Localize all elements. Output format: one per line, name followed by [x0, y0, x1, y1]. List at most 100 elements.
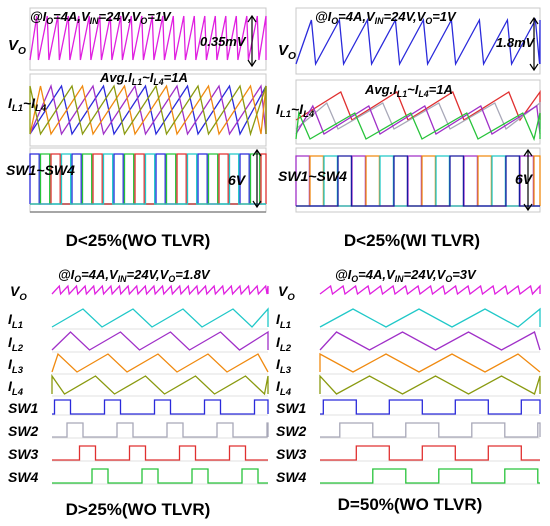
row-label: IL3 [8, 356, 24, 376]
il4-waveform [295, 110, 541, 142]
il4-waveform [29, 84, 267, 137]
il4-waveform [51, 373, 269, 396]
row-label-main: SW4 [276, 469, 307, 485]
il3-waveform [29, 84, 267, 136]
sw3-waveform [320, 445, 540, 461]
caption: D<25%(WO TLVR) [66, 231, 211, 250]
row-label: SW1 [8, 400, 39, 416]
vo-label: VO [8, 37, 26, 57]
caption: D>25%(WO TLVR) [66, 500, 211, 519]
sw-amplitude-arrow-head-bottom [523, 203, 533, 212]
row-label-main: V [10, 283, 21, 299]
row-label-main: I [276, 334, 281, 350]
row-label-sub: L1 [12, 320, 23, 331]
sw1-waveform [320, 399, 541, 415]
panel-top-left: @IO=4A,VIN=24V,VO=1V VO 0.35mV Avg.IL1~I… [6, 9, 247, 250]
row-label: IL2 [276, 334, 292, 354]
il3-waveform [295, 104, 541, 135]
row-label-sub: L1 [280, 320, 291, 331]
vo-ripple-arrow-head-top [247, 14, 257, 23]
row-label-main: SW3 [276, 446, 307, 462]
il2-waveform [319, 331, 541, 351]
il1-waveform [51, 307, 269, 328]
row-label-sub: O [287, 292, 295, 303]
row-label: IL4 [276, 378, 292, 398]
sw3-waveform [52, 445, 268, 461]
sw4-waveform [320, 468, 540, 484]
sw-label: SW1~SW4 [278, 168, 347, 184]
row-label-main: I [8, 311, 13, 327]
vo-ripple-arrow-head-bottom [247, 59, 257, 68]
vo-waveform [319, 284, 541, 296]
vo-waveform [295, 17, 541, 67]
caption: D=50%(WO TLVR) [338, 495, 483, 514]
ripple-label: 0.35mV [200, 34, 247, 49]
vo-ripple-arrow-head-top [529, 16, 539, 25]
il2-waveform [51, 330, 269, 351]
avg-current-label: Avg.IL1~IL4=1A [364, 82, 453, 99]
row-label: IL2 [8, 334, 24, 354]
row-label-sub: L3 [12, 365, 24, 376]
condition-label: @IO=4A,VIN=24V,VO=1V [315, 9, 457, 26]
row-label: SW3 [276, 446, 307, 462]
row-label-sub: L3 [280, 365, 292, 376]
row-label: SW3 [8, 446, 39, 462]
row-label-sub: L4 [280, 387, 292, 398]
sw4-waveform [296, 155, 540, 207]
row-label-main: I [276, 378, 281, 394]
il1-waveform [29, 84, 267, 136]
il4-waveform [319, 374, 541, 395]
il-label: IL1~IL4 [8, 95, 47, 114]
sw-amplitude-arrow-head-bottom [252, 200, 262, 209]
il3-waveform [51, 352, 269, 373]
vo-ripple-arrow-head-bottom [529, 63, 539, 72]
panel-bottom-left: @IO=4A,VIN=24V,VO=1.8V VOIL1IL2IL3IL4SW1… [8, 267, 211, 519]
il2-waveform [295, 101, 541, 131]
row-label: SW4 [8, 469, 39, 485]
condition-label: @IO=4A,VIN=24V,VO=1.8V [58, 267, 211, 284]
il1-waveform [319, 307, 541, 328]
sw4-waveform [30, 153, 266, 205]
il3-waveform [319, 352, 541, 373]
row-label-main: SW2 [276, 423, 307, 439]
sw-amplitude-arrow-head-top [252, 148, 262, 157]
vo-label: VO [278, 42, 296, 62]
row-label-sub: L2 [280, 343, 292, 354]
row-label-main: I [8, 356, 13, 372]
row-label: VO [278, 283, 295, 303]
row-label-main: SW4 [8, 469, 39, 485]
ripple-label: 1.8mV [496, 35, 536, 50]
sw2-waveform [52, 422, 269, 438]
row-label-sub: L4 [12, 387, 24, 398]
row-label: IL1 [276, 311, 291, 331]
avg-current-label: Avg.IL1~IL4=1A [99, 70, 188, 87]
condition-label: @IO=4A,VIN=24V,VO=3V [335, 267, 477, 284]
il2-waveform [29, 83, 267, 136]
row-label-main: V [278, 283, 289, 299]
row-label: IL3 [276, 356, 292, 376]
il1-waveform [295, 89, 541, 122]
row-label: SW1 [276, 400, 307, 416]
caption: D<25%(WI TLVR) [344, 231, 480, 250]
switch-voltage-label: 6V [515, 171, 534, 187]
row-label: SW4 [276, 469, 307, 485]
sw2-waveform [320, 422, 541, 438]
row-label-main: SW2 [8, 423, 39, 439]
sw-label: SW1~SW4 [6, 162, 75, 178]
sw4-waveform [52, 468, 268, 484]
panel-top-right: @IO=4A,VIN=24V,VO=1V VO 1.8mV Avg.IL1~IL… [276, 9, 536, 250]
row-label-main: SW1 [276, 400, 307, 416]
vo-waveform [29, 15, 267, 61]
row-label-main: SW1 [8, 400, 39, 416]
row-label-sub: O [19, 292, 27, 303]
row-label-main: I [276, 311, 281, 327]
row-label-main: I [276, 356, 281, 372]
row-label: IL1 [8, 311, 23, 331]
sw1-waveform [52, 399, 269, 415]
row-label-main: SW3 [8, 446, 39, 462]
sw-amplitude-arrow-head-top [523, 148, 533, 157]
row-label-main: I [8, 378, 13, 394]
row-label: SW2 [276, 423, 307, 439]
condition-label: @IO=4A,VIN=24V,VO=1V [30, 9, 172, 26]
